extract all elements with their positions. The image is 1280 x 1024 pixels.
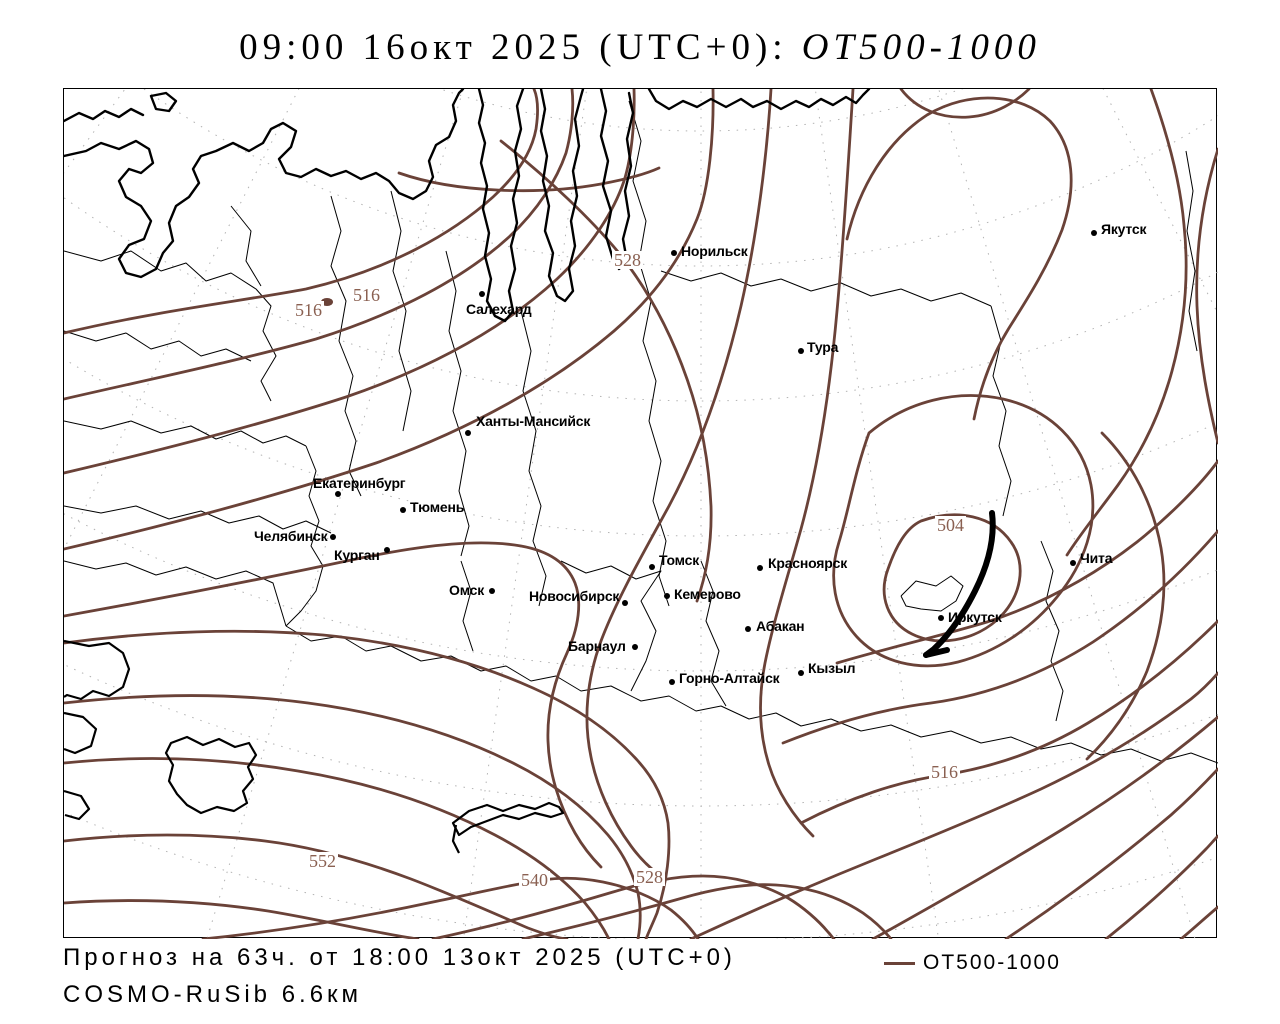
coastline-layer <box>64 89 871 323</box>
map-frame <box>63 88 1218 939</box>
caspian-sea <box>64 639 131 701</box>
legend: OT500-1000 <box>884 951 1061 975</box>
aral-sea <box>164 735 258 815</box>
footer: Прогноз на 63ч. от 18:00 13окт 2025 (UTC… <box>63 944 736 1009</box>
title-datetime: 09:00 16окт 2025 (UTC+0): <box>239 27 802 68</box>
borders-layer <box>64 100 1218 764</box>
lake-baikal <box>923 510 996 658</box>
footer-forecast-line: Прогноз на 63ч. от 18:00 13окт 2025 (UTC… <box>63 944 736 971</box>
map-canvas <box>64 89 1218 939</box>
closed-contour-dot <box>321 298 333 306</box>
legend-label: OT500-1000 <box>923 951 1061 974</box>
page-title: 09:00 16окт 2025 (UTC+0): OT500-1000 <box>0 26 1280 69</box>
graticule-layer <box>64 89 1218 939</box>
lake-balkhash <box>451 801 565 837</box>
footer-model-line: COSMO-RuSib 6.6км <box>63 981 363 1008</box>
title-field-name: OT500-1000 <box>801 27 1041 68</box>
contours-layer <box>64 89 1218 939</box>
legend-contour-line-swatch <box>884 961 915 965</box>
lakes-layer <box>64 510 996 854</box>
